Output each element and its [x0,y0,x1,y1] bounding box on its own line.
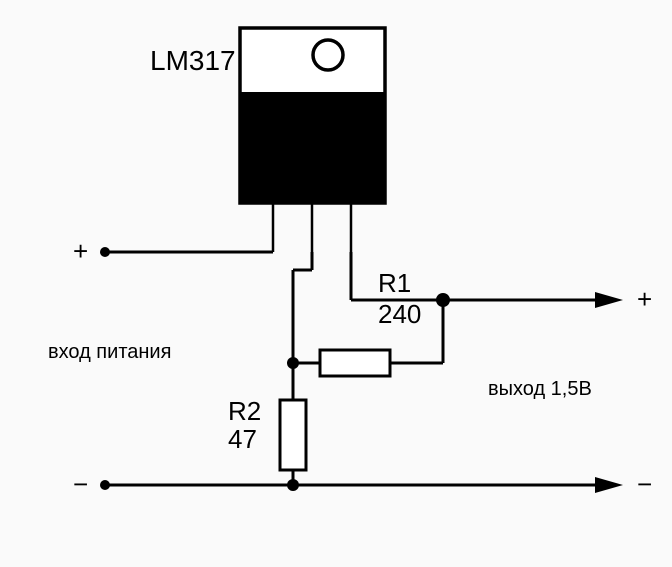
output-minus-sign: − [637,469,652,499]
r1-name-label: R1 [378,268,411,298]
circuit-diagram: LM317 + + R1 240 R2 47 − − вх [0,0,672,567]
input-minus-sign: − [73,469,88,499]
r2-name-label: R2 [228,396,261,426]
output-plus-sign: + [637,284,652,314]
output-text-label: выход 1,5В [488,378,592,400]
input-plus-sign: + [73,236,88,266]
r1-resistor [320,350,390,376]
input-text-label: вход питания [48,341,171,363]
wire-input-plus [100,247,273,257]
r2-resistor [280,400,306,470]
r1-value-label: 240 [378,299,421,329]
ic-name-label: LM317 [150,45,236,76]
r2-value-label: 47 [228,424,257,454]
wire-minus-rail [100,477,623,493]
lm317-package [240,28,385,252]
